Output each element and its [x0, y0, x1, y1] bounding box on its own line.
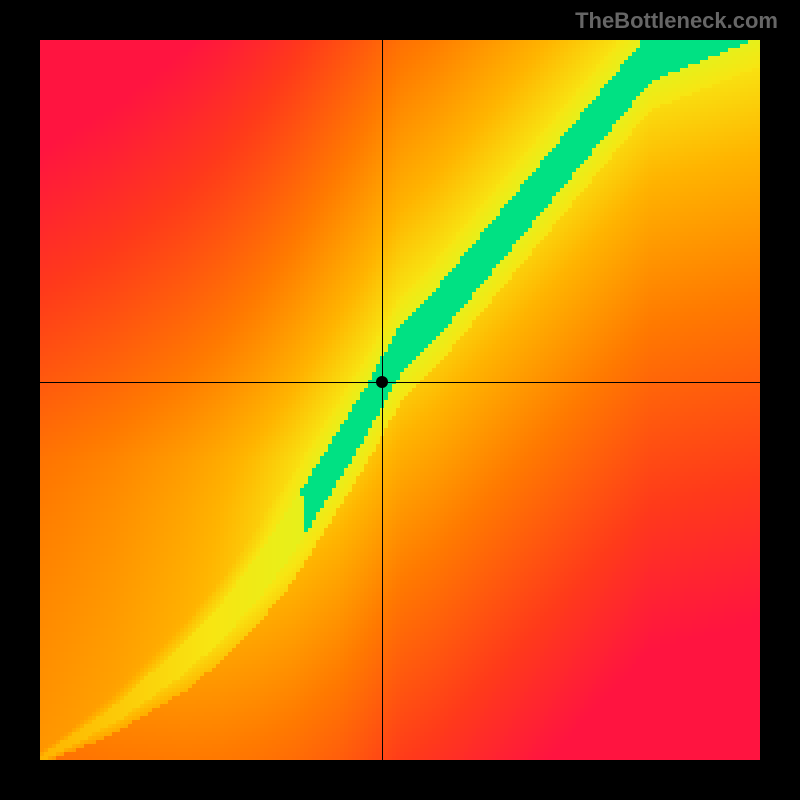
heatmap-canvas — [40, 40, 760, 760]
crosshair-vertical — [382, 40, 383, 760]
plot-area — [40, 40, 760, 760]
data-point-marker — [376, 376, 388, 388]
crosshair-horizontal — [40, 382, 760, 383]
watermark-text: TheBottleneck.com — [575, 8, 778, 34]
